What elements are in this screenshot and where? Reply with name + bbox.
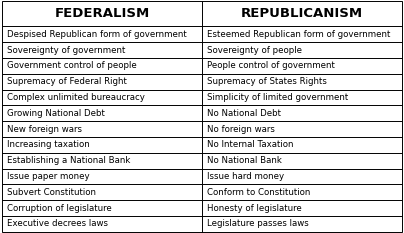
Text: Sovereignty of people: Sovereignty of people [207,46,302,55]
Text: Government control of people: Government control of people [7,62,137,70]
Text: Esteemed Republican form of government: Esteemed Republican form of government [207,30,390,39]
Text: Subvert Constitution: Subvert Constitution [7,188,96,197]
Text: Increasing taxation: Increasing taxation [7,140,90,149]
Text: FEDERALISM: FEDERALISM [55,7,149,20]
Text: New foreign wars: New foreign wars [7,125,82,134]
Text: Growing National Debt: Growing National Debt [7,109,105,118]
Text: No National Bank: No National Bank [207,156,282,165]
Text: People control of government: People control of government [207,62,335,70]
Text: Legislature passes laws: Legislature passes laws [207,219,309,228]
Text: Supremacy of States Rights: Supremacy of States Rights [207,77,327,86]
Text: Establishing a National Bank: Establishing a National Bank [7,156,130,165]
Text: Issue paper money: Issue paper money [7,172,90,181]
Text: No Internal Taxation: No Internal Taxation [207,140,293,149]
Text: Complex unlimited bureaucracy: Complex unlimited bureaucracy [7,93,145,102]
Text: REPUBLICANISM: REPUBLICANISM [241,7,363,20]
Text: Issue hard money: Issue hard money [207,172,284,181]
Text: No foreign wars: No foreign wars [207,125,275,134]
Text: Corruption of legislature: Corruption of legislature [7,204,112,213]
Text: No National Debt: No National Debt [207,109,281,118]
Text: Sovereignty of government: Sovereignty of government [7,46,125,55]
Text: Simplicity of limited government: Simplicity of limited government [207,93,348,102]
Text: Supremacy of Federal Right: Supremacy of Federal Right [7,77,127,86]
Text: Despised Republican form of government: Despised Republican form of government [7,30,187,39]
Text: Honesty of legislature: Honesty of legislature [207,204,302,213]
Text: Executive decrees laws: Executive decrees laws [7,219,108,228]
Text: Conform to Constitution: Conform to Constitution [207,188,310,197]
